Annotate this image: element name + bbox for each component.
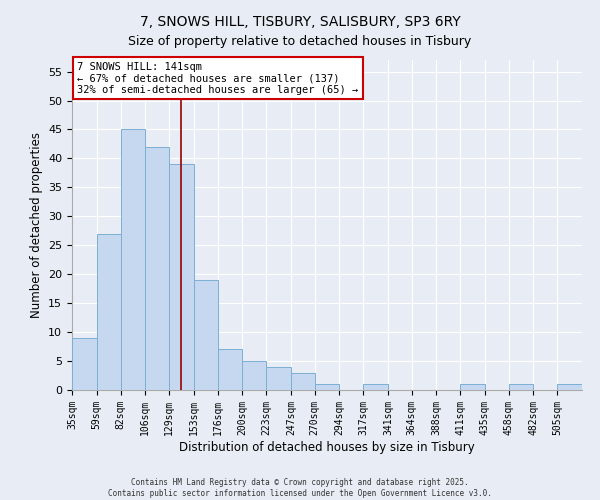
Bar (291, 372, 314, 390)
Text: 7, SNOWS HILL, TISBURY, SALISBURY, SP3 6RY: 7, SNOWS HILL, TISBURY, SALISBURY, SP3 6… (140, 15, 460, 29)
Bar (121, 130, 145, 390)
Bar (72, 338, 97, 390)
Bar (169, 164, 194, 390)
Text: Size of property relative to detached houses in Tisbury: Size of property relative to detached ho… (128, 35, 472, 48)
Bar (97, 234, 121, 390)
X-axis label: Distribution of detached houses by size in Tisbury: Distribution of detached houses by size … (179, 440, 475, 454)
Text: Contains HM Land Registry data © Crown copyright and database right 2025.
Contai: Contains HM Land Registry data © Crown c… (108, 478, 492, 498)
Y-axis label: Number of detached properties: Number of detached properties (29, 132, 43, 318)
Bar (314, 384, 340, 390)
Bar (363, 384, 388, 390)
Bar (509, 384, 533, 390)
Bar (218, 350, 242, 390)
Bar (266, 367, 291, 390)
Bar (145, 147, 169, 390)
Bar (557, 384, 582, 390)
Bar (242, 361, 266, 390)
Text: 7 SNOWS HILL: 141sqm
← 67% of detached houses are smaller (137)
32% of semi-deta: 7 SNOWS HILL: 141sqm ← 67% of detached h… (77, 62, 358, 95)
Bar (460, 384, 485, 390)
Bar (194, 280, 218, 390)
